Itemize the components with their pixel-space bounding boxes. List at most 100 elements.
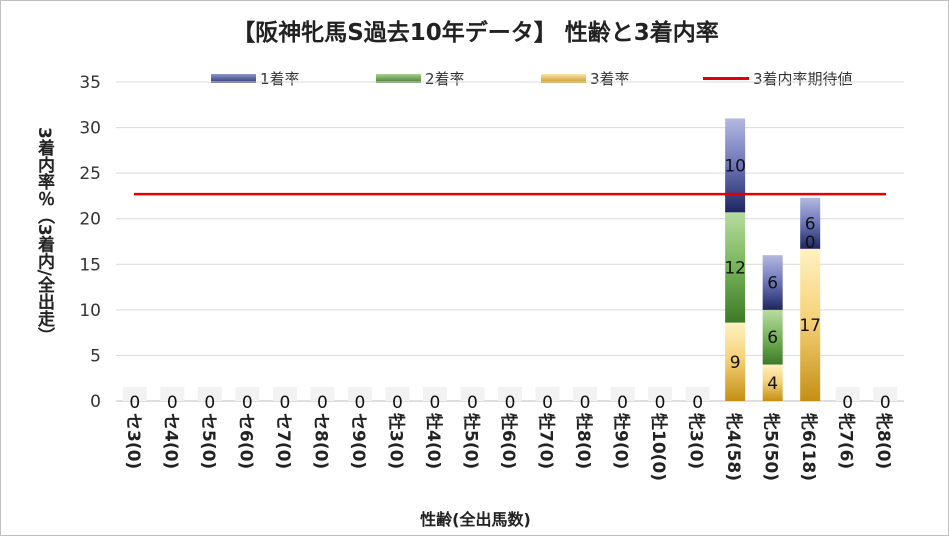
x-tick-8: 牡4(0) bbox=[423, 413, 444, 469]
bar-3rd-17 bbox=[762, 364, 783, 401]
y-tick-20: 20 bbox=[79, 210, 101, 230]
label-bg-20 bbox=[873, 387, 898, 401]
data-label-3rd-10: 0 bbox=[505, 393, 516, 413]
label-bg-2 bbox=[197, 387, 222, 401]
label-bg-11 bbox=[535, 387, 560, 401]
bar-1st-18 bbox=[800, 197, 821, 249]
x-tick-13: 牡9(0) bbox=[611, 413, 632, 469]
data-label-3rd-18: 17 bbox=[799, 316, 821, 336]
label-bg-7 bbox=[385, 387, 410, 401]
data-label-3rd-2: 0 bbox=[204, 393, 215, 413]
data-label-3rd-19: 0 bbox=[842, 393, 853, 413]
legend-label-expected: 3着内率期待値 bbox=[753, 69, 853, 88]
data-label-3rd-13: 0 bbox=[617, 393, 628, 413]
legend: 1着率 2着率 3着率 3着内率期待値 bbox=[211, 67, 911, 89]
y-tick-35: 35 bbox=[79, 73, 101, 93]
x-tick-18: 牝6(18) bbox=[798, 413, 819, 481]
data-label-3rd-11: 0 bbox=[542, 393, 553, 413]
label-bg-1 bbox=[160, 387, 185, 401]
data-label-2nd-17: 6 bbox=[767, 328, 778, 348]
data-label-3rd-6: 0 bbox=[354, 393, 365, 413]
x-tick-0: セ3(0) bbox=[123, 413, 143, 469]
data-label-3rd-12: 0 bbox=[580, 393, 591, 413]
x-tick-1: セ4(0) bbox=[160, 413, 180, 469]
data-label-3rd-4: 0 bbox=[279, 393, 290, 413]
label-bg-15 bbox=[685, 387, 710, 401]
data-label-3rd-15: 0 bbox=[692, 393, 703, 413]
data-label-3rd-7: 0 bbox=[392, 393, 403, 413]
x-tick-16: 牝4(58) bbox=[723, 413, 744, 481]
legend-swatch-2nd bbox=[376, 73, 421, 83]
gridlines bbox=[116, 81, 904, 402]
label-bg-9 bbox=[460, 387, 485, 401]
y-tick-labels: 0 5 10 15 20 25 30 35 bbox=[79, 73, 101, 412]
y-tick-5: 5 bbox=[90, 346, 101, 366]
x-axis-label: 性齢(全出馬数) bbox=[420, 510, 531, 529]
data-label-3rd-5: 0 bbox=[317, 393, 328, 413]
label-bg-4 bbox=[272, 387, 297, 401]
label-bg-19 bbox=[835, 387, 860, 401]
legend-label-1st: 1着率 bbox=[260, 69, 300, 88]
label-bg-8 bbox=[422, 387, 447, 401]
data-label-3rd-1: 0 bbox=[167, 393, 178, 413]
data-label-1st-16: 10 bbox=[724, 156, 746, 176]
x-tick-4: セ7(0) bbox=[273, 413, 293, 469]
bar-2nd-17 bbox=[762, 309, 783, 365]
x-tick-5: セ8(0) bbox=[310, 413, 330, 469]
y-tick-25: 25 bbox=[79, 164, 101, 184]
legend-line-expected bbox=[703, 76, 749, 80]
data-label-3rd-0: 0 bbox=[129, 393, 140, 413]
x-tick-20: 牝8(0) bbox=[873, 413, 894, 469]
data-label-3rd-16: 9 bbox=[730, 353, 741, 373]
y-tick-10: 10 bbox=[79, 301, 101, 321]
x-tick-7: 牡3(0) bbox=[385, 413, 406, 469]
data-label-3rd-3: 0 bbox=[242, 393, 253, 413]
legend-label-2nd: 2着率 bbox=[425, 69, 465, 88]
legend-item-1st: 1着率 bbox=[211, 67, 300, 89]
data-label-1st-18: 6 bbox=[805, 214, 816, 234]
legend-swatch-1st bbox=[211, 73, 256, 83]
bar-1st-17 bbox=[762, 255, 783, 310]
x-tick-labels: セ3(0) セ4(0) セ5(0) セ6(0) セ7(0) セ8(0) セ9(0) 牡3(0)… bbox=[123, 413, 894, 481]
x-tick-19: 牝7(6) bbox=[836, 413, 857, 469]
legend-item-expected: 3着内率期待値 bbox=[703, 67, 853, 89]
x-tick-2: セ5(0) bbox=[198, 413, 218, 469]
bar-3rd-18 bbox=[800, 248, 821, 401]
x-tick-15: 牝3(0) bbox=[686, 413, 707, 469]
label-bg-13 bbox=[610, 387, 635, 401]
y-tick-0: 0 bbox=[90, 392, 101, 412]
legend-item-2nd: 2着率 bbox=[376, 67, 465, 89]
x-tick-9: 牡5(0) bbox=[460, 413, 481, 469]
data-label-1st-17: 6 bbox=[767, 274, 778, 294]
y-axis-label: 3着内率％（3着内/全出走） bbox=[34, 127, 54, 344]
data-label-3rd-17: 4 bbox=[767, 374, 778, 394]
x-tick-6: セ9(0) bbox=[348, 413, 368, 469]
x-tick-17: 牝5(50) bbox=[761, 413, 782, 481]
label-bg-3 bbox=[235, 387, 260, 401]
label-bg-12 bbox=[573, 387, 598, 401]
data-label-3rd-14: 0 bbox=[655, 393, 666, 413]
label-bg-6 bbox=[347, 387, 372, 401]
legend-item-3rd: 3着率 bbox=[541, 67, 630, 89]
x-tick-12: 牡8(0) bbox=[573, 413, 594, 469]
bars bbox=[725, 118, 821, 401]
data-label-extra-0: 0 bbox=[805, 233, 816, 253]
x-tick-10: 牡6(0) bbox=[498, 413, 519, 469]
bar-1st-16 bbox=[725, 118, 746, 213]
data-label-3rd-20: 0 bbox=[880, 393, 891, 413]
data-label-3rd-8: 0 bbox=[430, 393, 441, 413]
chart-title: 【阪神牝馬S過去10年データ】 性齢と3着内率 bbox=[232, 20, 719, 46]
label-bg-14 bbox=[648, 387, 673, 401]
label-bg-0 bbox=[122, 387, 147, 401]
x-tick-3: セ6(0) bbox=[235, 413, 255, 469]
x-tick-11: 牡7(0) bbox=[536, 413, 557, 469]
y-tick-15: 15 bbox=[79, 255, 101, 275]
x-tick-14: 牡10(0) bbox=[648, 413, 669, 481]
bar-3rd-16 bbox=[725, 322, 746, 401]
label-bg-5 bbox=[310, 387, 335, 401]
data-label-3rd-9: 0 bbox=[467, 393, 478, 413]
bar-2nd-16 bbox=[725, 212, 746, 323]
